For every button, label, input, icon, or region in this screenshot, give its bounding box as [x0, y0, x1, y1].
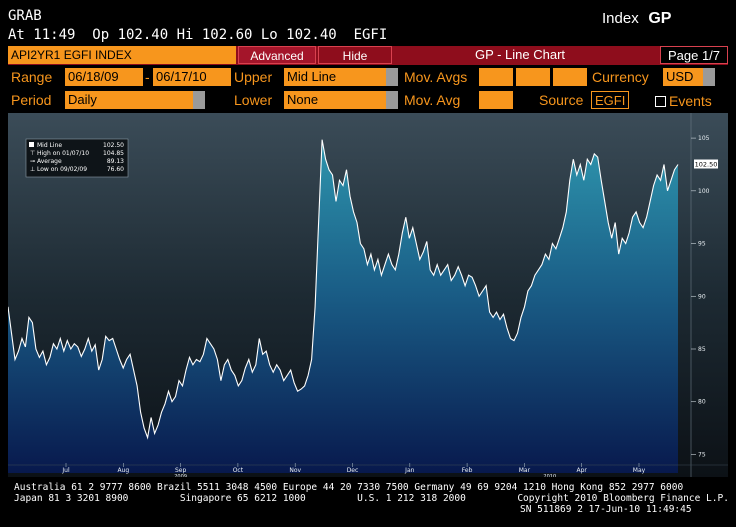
chart-panel[interactable]: 75 80 85 90 95 100 105 Jul Aug Sep Oct Nov Dec Jan Fe…	[8, 113, 728, 477]
x-tick-label: Feb	[462, 467, 473, 474]
index-label: Index	[602, 10, 639, 27]
period-field[interactable]: Daily	[65, 91, 193, 109]
x-axis: Jul Aug Sep Oct Nov Dec Jan Feb Mar Apr May 2009 201…	[8, 463, 728, 477]
lower-dropdown-button[interactable]	[386, 91, 398, 109]
events-checkbox[interactable]	[655, 96, 666, 107]
x-tick-label: Aug	[117, 467, 129, 474]
range-label: Range	[11, 69, 53, 85]
legend-high-value: 104.85	[103, 150, 124, 157]
mov-avg-label: Mov. Avg	[404, 92, 461, 108]
y-axis: 75 80 85 90 95 100 105	[690, 113, 710, 477]
year-label: 2010	[543, 474, 556, 477]
footer-contacts-1: Australia 61 2 9777 8600 Brazil 5511 304…	[14, 482, 684, 493]
x-tick-label: Dec	[347, 467, 359, 474]
quote-line: At 11:49 Op 102.40 Hi 102.60 Lo 102.40 E…	[8, 27, 388, 43]
year-label: 2009	[174, 474, 187, 477]
mov-avg-field-1[interactable]	[479, 68, 513, 86]
x-tick-label: Oct	[233, 467, 244, 474]
legend-low: Low on 09/02/09	[37, 166, 87, 173]
hide-button[interactable]: Hide	[318, 46, 392, 64]
range-end-field[interactable]: 06/17/10	[153, 68, 231, 86]
x-tick-label: Jul	[61, 467, 70, 474]
last-price-value: 102.50	[695, 161, 718, 169]
x-tick-label: Apr	[577, 467, 588, 474]
y-tick-label: 85	[698, 346, 706, 353]
legend-mid-value: 102.50	[103, 142, 124, 149]
x-tick-label: Sep	[175, 467, 187, 474]
footer-contacts-2: Japan 81 3 3201 8900 Singapore 65 6212 1…	[14, 493, 729, 504]
function-header: Index GP	[602, 8, 671, 28]
average-icon: ⊸	[30, 158, 35, 165]
legend-mid-line: Mid Line	[37, 142, 62, 149]
mov-avg-field-2[interactable]	[516, 68, 550, 86]
chart-legend: Mid Line 102.50 ⊤ High on 01/07/10 104.8…	[25, 138, 129, 178]
legend-average: Average	[37, 158, 62, 165]
source-field[interactable]: EGFI	[591, 91, 629, 109]
low-icon: ⊥	[30, 166, 35, 173]
line-chart[interactable]: 75 80 85 90 95 100 105 Jul Aug Sep Oct Nov Dec Jan Fe…	[8, 113, 728, 477]
upper-label: Upper	[234, 69, 273, 85]
lower-field[interactable]: None	[284, 91, 386, 109]
y-tick-label: 95	[698, 241, 706, 248]
events-label: Events	[669, 93, 712, 109]
legend-high: High on 01/07/10	[37, 150, 89, 157]
x-tick-label: May	[633, 467, 646, 474]
x-tick-label: Nov	[289, 467, 301, 474]
app-name: GRAB	[8, 8, 42, 24]
lower-mov-avg-field[interactable]	[479, 91, 513, 109]
upper-field[interactable]: Mid Line	[284, 68, 386, 86]
chart-type-title: GP - Line Chart	[474, 47, 566, 62]
advanced-button[interactable]: Advanced	[238, 46, 316, 64]
high-icon: ⊤	[30, 150, 35, 157]
y-tick-label: 75	[698, 451, 706, 458]
upper-dropdown-button[interactable]	[386, 68, 398, 86]
x-tick-label: Jan	[404, 467, 414, 474]
price-area	[8, 139, 678, 473]
source-label: Source	[539, 92, 584, 108]
y-tick-label: 90	[698, 293, 706, 300]
range-start-field[interactable]: 06/18/09	[65, 68, 143, 86]
legend-average-value: 89.13	[107, 158, 124, 165]
currency-label: Currency	[592, 69, 649, 85]
y-tick-label: 105	[698, 135, 710, 142]
page-indicator[interactable]: Page 1/7	[660, 46, 728, 64]
currency-dropdown-button[interactable]	[703, 68, 715, 86]
period-label: Period	[11, 92, 52, 108]
period-dropdown-button[interactable]	[193, 91, 205, 109]
range-separator: -	[145, 69, 150, 85]
footer-serial: SN 511869 2 17-Jun-10 11:49:45	[520, 504, 692, 515]
last-price-tag: 102.50	[694, 159, 718, 169]
function-code: GP	[648, 10, 672, 27]
x-tick-label: Mar	[519, 467, 531, 474]
legend-low-value: 76.60	[107, 166, 124, 173]
lower-label: Lower	[234, 92, 273, 108]
mid-line-swatch	[29, 142, 34, 147]
y-tick-label: 80	[698, 399, 706, 406]
mov-avgs-label: Mov. Avgs	[404, 69, 468, 85]
currency-field[interactable]: USD	[663, 68, 703, 86]
mov-avg-field-3[interactable]	[553, 68, 587, 86]
y-tick-label: 100	[698, 188, 710, 195]
security-field[interactable]: API2YR1 EGFI INDEX	[8, 46, 236, 64]
price-line	[8, 139, 679, 440]
